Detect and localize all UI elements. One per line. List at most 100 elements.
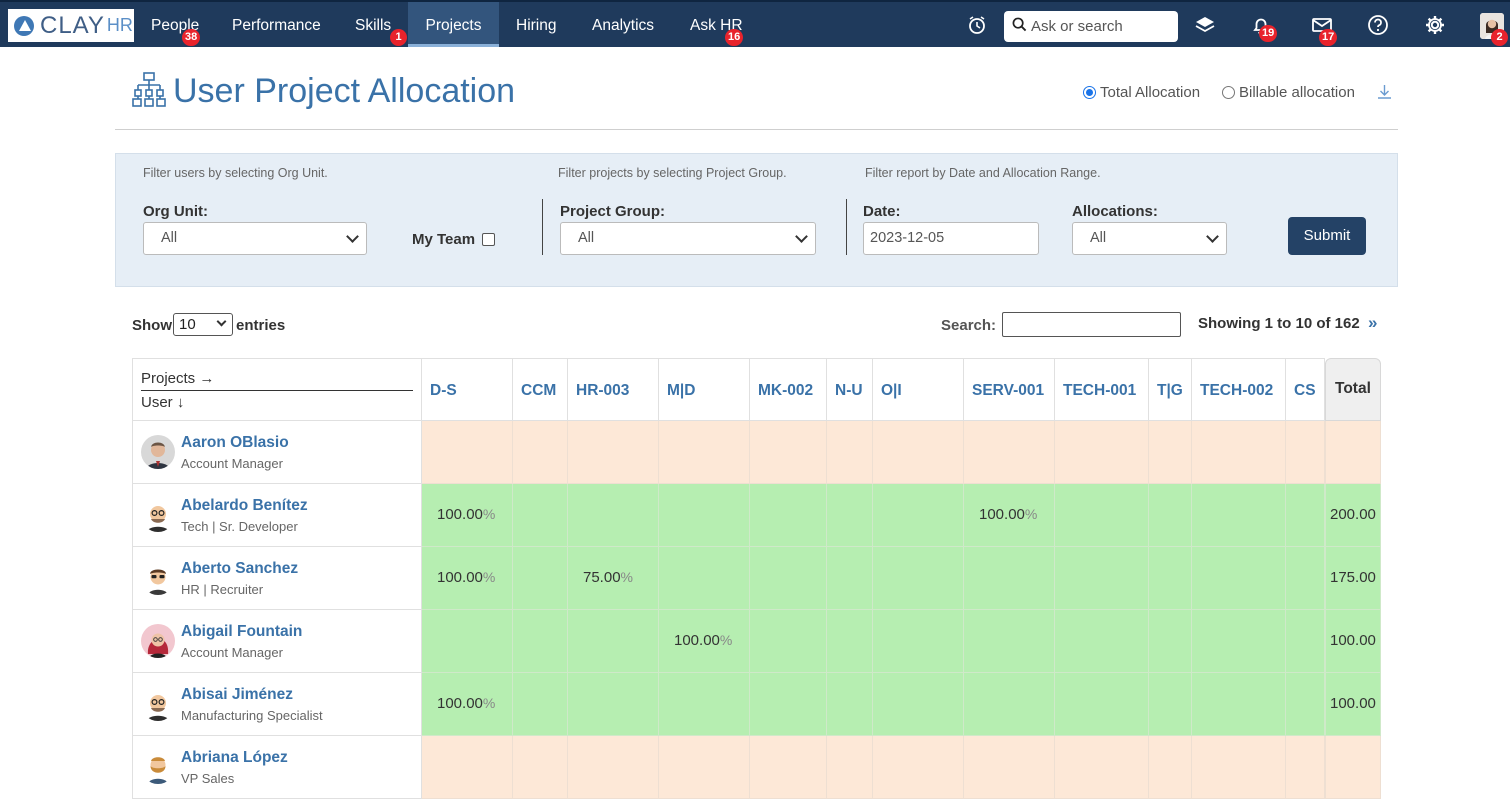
nav-performance[interactable]: Performance xyxy=(232,2,321,47)
project-header-n-u[interactable]: N-U xyxy=(827,358,873,421)
allocation-cell[interactable] xyxy=(750,673,827,736)
allocation-cell[interactable] xyxy=(1286,547,1325,610)
allocation-cell[interactable] xyxy=(1286,484,1325,547)
allocation-cell[interactable] xyxy=(827,673,873,736)
allocation-cell[interactable] xyxy=(873,736,964,799)
alarm-clock-icon[interactable] xyxy=(966,14,988,36)
allocation-cell[interactable] xyxy=(873,673,964,736)
project-header-ccm[interactable]: CCM xyxy=(513,358,568,421)
nav-analytics[interactable]: Analytics xyxy=(592,2,654,47)
allocation-cell[interactable] xyxy=(513,673,568,736)
allocation-cell[interactable] xyxy=(568,736,659,799)
allocation-cell[interactable] xyxy=(422,736,513,799)
allocation-cell[interactable] xyxy=(964,547,1055,610)
allocation-cell[interactable] xyxy=(750,736,827,799)
project-header-o-i[interactable]: O|I xyxy=(873,358,964,421)
allocation-cell[interactable] xyxy=(873,484,964,547)
global-search-input[interactable] xyxy=(1031,18,1171,35)
allocation-cell[interactable] xyxy=(1055,421,1149,484)
my-team-checkbox[interactable] xyxy=(482,233,495,246)
global-search[interactable] xyxy=(1004,11,1178,42)
project-header-serv-001[interactable]: SERV-001 xyxy=(964,358,1055,421)
allocation-cell[interactable] xyxy=(964,673,1055,736)
allocation-cell[interactable] xyxy=(1149,484,1192,547)
allocation-cell[interactable] xyxy=(568,610,659,673)
allocation-cell[interactable] xyxy=(513,610,568,673)
allocation-cell[interactable]: 75.00% xyxy=(568,547,659,610)
user-name-link[interactable]: Abigail Fountain xyxy=(181,623,303,640)
allocation-cell[interactable] xyxy=(827,421,873,484)
allocation-cell[interactable] xyxy=(1192,673,1286,736)
allocation-cell[interactable] xyxy=(659,421,750,484)
allocation-cell[interactable] xyxy=(1192,547,1286,610)
allocation-cell[interactable] xyxy=(1286,421,1325,484)
allocation-cell[interactable] xyxy=(1055,484,1149,547)
allocation-cell[interactable] xyxy=(1192,421,1286,484)
allocation-cell[interactable] xyxy=(1192,484,1286,547)
allocation-cell[interactable] xyxy=(568,673,659,736)
allocation-cell[interactable]: 100.00% xyxy=(964,484,1055,547)
entries-select[interactable]: 10 xyxy=(173,313,233,336)
user-name-link[interactable]: Abelardo Benítez xyxy=(181,497,308,514)
download-icon[interactable] xyxy=(1377,84,1392,105)
gear-icon[interactable] xyxy=(1424,14,1446,36)
allocation-cell[interactable] xyxy=(659,547,750,610)
project-header-cs[interactable]: CS xyxy=(1286,358,1325,421)
allocation-cell[interactable] xyxy=(750,484,827,547)
allocation-cell[interactable] xyxy=(827,547,873,610)
allocation-cell[interactable] xyxy=(422,421,513,484)
allocation-cell[interactable] xyxy=(422,610,513,673)
allocation-cell[interactable] xyxy=(750,547,827,610)
allocation-cell[interactable] xyxy=(964,421,1055,484)
allocation-cell[interactable] xyxy=(513,547,568,610)
project-header-d-s[interactable]: D-S xyxy=(422,358,513,421)
allocation-cell[interactable] xyxy=(1149,547,1192,610)
project-header-mk-002[interactable]: MK-002 xyxy=(750,358,827,421)
allocation-cell[interactable] xyxy=(659,673,750,736)
allocation-cell[interactable] xyxy=(750,610,827,673)
allocation-cell[interactable] xyxy=(873,610,964,673)
allocation-cell[interactable] xyxy=(1149,736,1192,799)
allocation-cell[interactable] xyxy=(1286,673,1325,736)
help-icon[interactable] xyxy=(1367,14,1389,36)
nav-skills[interactable]: Skills xyxy=(355,2,391,47)
allocation-cell[interactable] xyxy=(827,484,873,547)
org-unit-select[interactable]: All xyxy=(143,222,367,255)
allocation-cell[interactable] xyxy=(568,421,659,484)
allocation-cell[interactable] xyxy=(1286,610,1325,673)
allocation-cell[interactable] xyxy=(1149,421,1192,484)
table-search-input[interactable] xyxy=(1002,312,1181,337)
allocation-cell[interactable] xyxy=(1055,673,1149,736)
allocation-cell[interactable]: 100.00% xyxy=(422,484,513,547)
nav-projects[interactable]: Projects xyxy=(408,2,499,47)
allocations-select[interactable]: All xyxy=(1072,222,1227,255)
project-header-t-g[interactable]: T|G xyxy=(1149,358,1192,421)
allocation-cell[interactable] xyxy=(827,736,873,799)
next-page-button[interactable]: » xyxy=(1368,313,1378,332)
allocation-cell[interactable] xyxy=(1055,736,1149,799)
user-name-link[interactable]: Aberto Sanchez xyxy=(181,560,299,577)
project-header-m-d[interactable]: M|D xyxy=(659,358,750,421)
allocation-cell[interactable] xyxy=(513,484,568,547)
allocation-cell[interactable] xyxy=(1192,736,1286,799)
allocation-cell[interactable] xyxy=(873,547,964,610)
submit-button[interactable]: Submit xyxy=(1288,217,1366,255)
allocation-cell[interactable]: 100.00% xyxy=(659,610,750,673)
allocation-cell[interactable] xyxy=(659,736,750,799)
allocation-cell[interactable] xyxy=(964,610,1055,673)
allocation-cell[interactable] xyxy=(1055,547,1149,610)
project-header-tech-002[interactable]: TECH-002 xyxy=(1192,358,1286,421)
radio-total-allocation-control[interactable] xyxy=(1083,86,1096,99)
allocation-cell[interactable] xyxy=(659,484,750,547)
user-name-link[interactable]: Aaron OBlasio xyxy=(181,434,289,451)
user-name-link[interactable]: Abriana López xyxy=(181,749,288,766)
allocation-cell[interactable] xyxy=(513,421,568,484)
clayhr-logo[interactable]: CLAY HR xyxy=(8,9,134,42)
layers-icon[interactable] xyxy=(1194,14,1216,36)
allocation-cell[interactable]: 100.00% xyxy=(422,547,513,610)
project-header-hr-003[interactable]: HR-003 xyxy=(568,358,659,421)
allocation-cell[interactable] xyxy=(568,484,659,547)
allocation-cell[interactable] xyxy=(1149,673,1192,736)
allocation-cell[interactable] xyxy=(1055,610,1149,673)
user-name-link[interactable]: Abisai Jiménez xyxy=(181,686,293,703)
